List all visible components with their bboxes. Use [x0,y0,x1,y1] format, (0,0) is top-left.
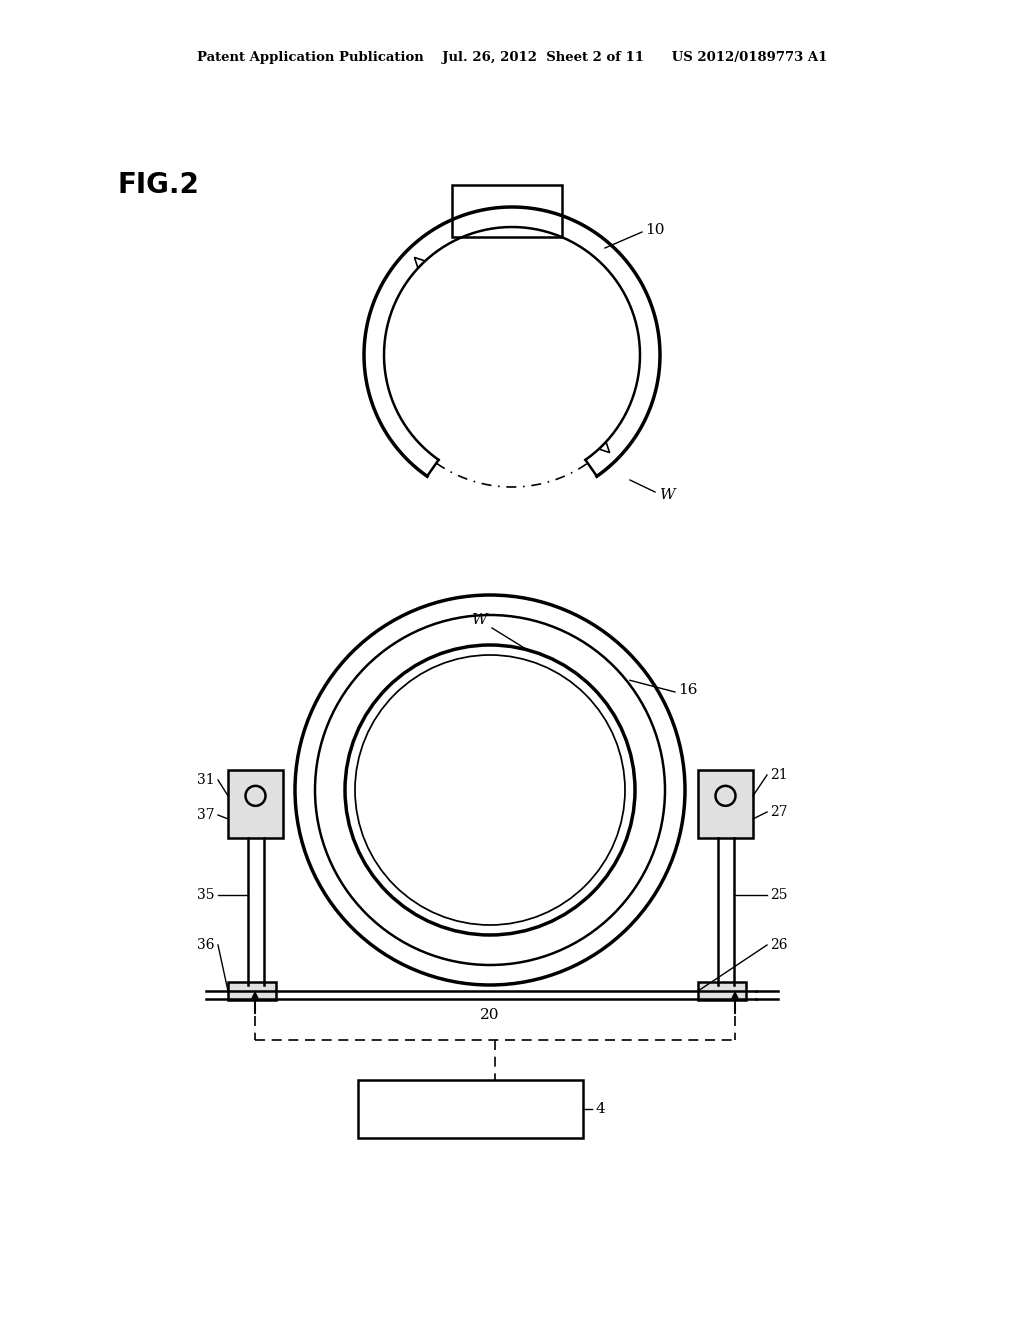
Text: 35: 35 [198,888,215,902]
Text: 10: 10 [645,223,665,238]
Text: 37: 37 [198,808,215,822]
Text: 4: 4 [595,1102,605,1115]
Bar [698,770,753,838]
Text: W: W [472,612,487,627]
Text: FIG.2: FIG.2 [118,172,200,199]
Polygon shape [415,257,425,268]
Bar [358,1080,583,1138]
Bar [228,982,276,1001]
Bar [228,770,283,838]
Text: Patent Application Publication    Jul. 26, 2012  Sheet 2 of 11      US 2012/0189: Patent Application Publication Jul. 26, … [197,51,827,65]
Text: 36: 36 [198,939,215,952]
Text: 25: 25 [770,888,787,902]
Text: W: W [660,488,676,502]
Text: 31: 31 [198,774,215,787]
Text: 21: 21 [770,768,787,781]
Text: 16: 16 [678,682,697,697]
Text: 20: 20 [480,1008,500,1022]
Text: 27: 27 [770,805,787,818]
Text: 26: 26 [770,939,787,952]
Bar [698,982,746,1001]
Polygon shape [599,442,609,453]
Bar [452,185,562,238]
